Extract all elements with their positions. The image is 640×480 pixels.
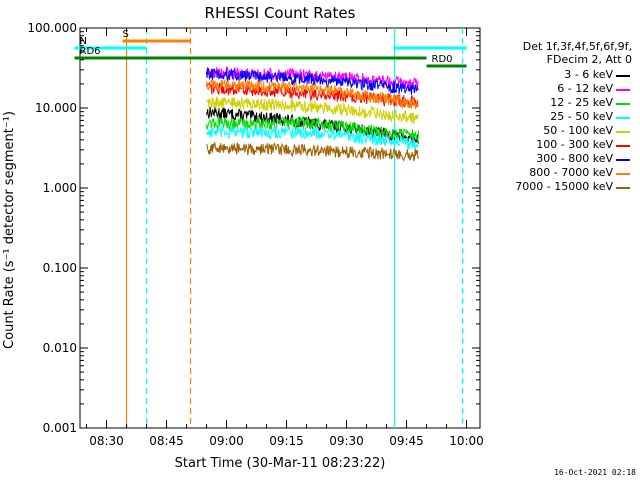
legend-entry-label: 3 - 6 keV (564, 68, 613, 81)
series-line (206, 96, 419, 124)
legend-swatch (616, 187, 630, 189)
series-line (206, 141, 419, 162)
chart-title: RHESSI Count Rates (205, 4, 356, 22)
legend-entry-label: 50 - 100 keV (543, 124, 613, 137)
x-axis-label: Start Time (30-Mar-11 08:23:22) (175, 456, 386, 471)
legend-entry-label: 800 - 7000 keV (529, 166, 613, 179)
series-line (206, 124, 419, 151)
plot-frame (79, 27, 481, 429)
y-tick-label: 100.000 (27, 21, 77, 35)
legend-swatch (616, 75, 630, 77)
x-tick-label: 08:45 (149, 434, 184, 448)
x-tick-label: 09:30 (329, 434, 364, 448)
annotation-label: RD0 (432, 54, 453, 65)
legend-entry-label: 25 - 50 keV (550, 110, 613, 123)
legend-header-line: FDecim 2, Att 0 (546, 53, 632, 66)
x-tick-label: 08:30 (89, 434, 124, 448)
x-tick-label: 09:00 (209, 434, 244, 448)
series-line (206, 106, 419, 145)
legend-header-line: Det 1f,3f,4f,5f,6f,9f, (522, 40, 632, 53)
legend-swatch (616, 117, 630, 119)
y-tick-label: 0.100 (43, 261, 77, 275)
annotation-label: S (123, 29, 129, 40)
legend-swatch (616, 173, 630, 175)
x-tick-label: 09:45 (389, 434, 424, 448)
annotation-label: RD6 (80, 46, 101, 57)
y-tick-label: 10.000 (35, 101, 77, 115)
legend-entry-label: 100 - 300 keV (536, 138, 613, 151)
legend-swatch (616, 89, 630, 91)
y-tick-label: 0.010 (43, 341, 77, 355)
y-tick-label: 1.000 (43, 181, 77, 195)
x-tick-label: 09:15 (269, 434, 304, 448)
legend-swatch (616, 159, 630, 161)
y-tick-label: 0.001 (43, 421, 77, 435)
footer-timestamp: 16-Oct-2021 02:18 (554, 468, 636, 477)
legend-swatch (616, 131, 630, 133)
legend-entry-label: 300 - 800 keV (536, 152, 613, 165)
legend-entry-label: 6 - 12 keV (557, 82, 613, 95)
legend-entry-label: 12 - 25 keV (550, 96, 613, 109)
series-line (206, 67, 419, 95)
series-line (206, 79, 419, 109)
legend-entry-label: 7000 - 15000 keV (515, 180, 613, 193)
legend-swatch (616, 145, 630, 147)
x-tick-label: 10:00 (449, 434, 484, 448)
annotation-label: N (80, 36, 87, 47)
legend-swatch (616, 103, 630, 105)
y-axis-label: Count Rate (s⁻¹ detector segment⁻¹) (2, 111, 17, 349)
